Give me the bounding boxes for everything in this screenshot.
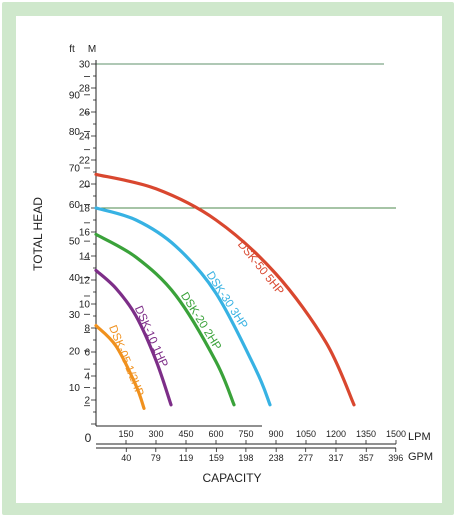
lpm-tick-label: 600 [208,429,223,439]
series-label: DSK-50 5HP [235,239,286,298]
ft-tick-label: 40 [69,273,81,284]
lpm-tick-label: 900 [268,429,283,439]
m-tick-label: 28 [79,84,91,95]
series-label: DSK-20 2HP [178,290,223,352]
ft-tick-label: 10 [69,383,81,394]
curve-dsk-20-2hp [94,232,236,407]
x-origin-label: 0 [85,431,92,445]
gpm-unit-label: GPM [408,451,433,463]
gpm-tick-label: 396 [388,453,403,463]
y-axis-title: TOTAL HEAD [31,197,45,271]
gpm-tick-label: 159 [209,453,224,463]
x-axis-title: CAPACITY [202,471,261,485]
m-tick-label: 26 [79,108,91,119]
m-tick-label: 20 [79,180,91,191]
gpm-tick-label: 238 [269,453,284,463]
lpm-tick-label: 1050 [296,429,316,439]
lpm-tick-label: 750 [238,429,253,439]
gpm-tick-label: 198 [238,453,253,463]
gpm-tick-label: 119 [179,453,193,463]
ft-tick-label: 20 [69,346,81,357]
m-tick-label: 4 [84,372,90,383]
lpm-tick-label: 1200 [326,429,346,439]
chart-frame [2,2,454,515]
curve-dsk-05-1-2hp [94,324,146,410]
lpm-tick-label: 1350 [356,429,376,439]
lpm-tick-label: 1500 [386,429,406,439]
curve-dsk-30-3hp [94,206,272,407]
m-unit-label: M [88,44,96,55]
m-tick-label: 18 [79,204,91,215]
m-tick-label: 6 [84,348,90,359]
m-tick-label: 2 [84,396,90,407]
lpm-unit-label: LPM [408,431,431,443]
ft-tick-label: 80 [69,127,81,138]
gpm-tick-label: 277 [298,453,313,463]
axes-layer [84,60,397,452]
gpm-tick-label: 79 [151,453,161,463]
gpm-tick-label: 40 [121,453,131,463]
series-label: DSK-30 3HP [204,269,250,331]
gpm-tick-label: 357 [359,453,374,463]
curves-layer [94,172,356,410]
m-tick-label: 8 [84,324,90,335]
gpm-tick-label: 317 [328,453,343,463]
ft-unit-label: ft [69,44,75,55]
m-tick-label: 16 [79,228,91,239]
curve-dsk-10-1hp [94,268,173,407]
labels-layer: 30 28 26 24 22 20 18 16 14 12 10 8 6 4 2 90 80 70 60 50 40 30… [69,60,406,464]
curve-dsk-50-5hp [94,172,356,407]
ft-tick-label: 50 [69,237,81,248]
m-tick-label: 24 [79,132,91,143]
series-label: DSK-10 1HP [132,304,170,369]
m-tick-label: 30 [79,60,91,71]
lpm-tick-label: 150 [118,429,133,439]
lpm-tick-label: 300 [148,429,163,439]
m-tick-label: 10 [79,300,91,311]
lpm-tick-label: 450 [178,429,193,439]
m-tick-label: 14 [79,252,91,263]
series-label: DSK-05 1/2HP [106,324,146,399]
ft-tick-label: 30 [69,310,81,321]
m-tick-label: 12 [79,276,91,287]
m-tick-label: 22 [79,156,91,167]
ft-tick-label: 70 [69,163,81,174]
ft-tick-label: 60 [69,200,81,211]
ft-tick-label: 90 [69,90,81,101]
